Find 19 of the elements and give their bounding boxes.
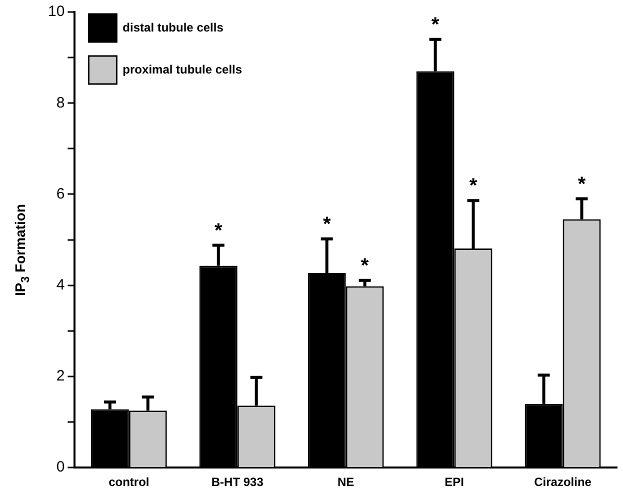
legend-label: proximal tubule cells (122, 62, 242, 76)
annotation: * (322, 213, 331, 236)
x-tick-label: control (108, 475, 150, 490)
y-tick-label: 6 (56, 185, 65, 202)
annotation: * (360, 254, 369, 277)
annotation: * (578, 173, 586, 196)
y-tick-label: 10 (48, 3, 65, 20)
y-tick-label: 8 (56, 94, 65, 112)
annotation: * (469, 175, 478, 198)
y-tick-label: 0 (56, 458, 65, 476)
x-tick-label: Cirazoline (534, 475, 592, 490)
annotation: * (214, 220, 222, 242)
x-tick-label: NE (338, 475, 354, 490)
legend-label: distal tubule cells (122, 20, 224, 34)
y-tick-label: 2 (56, 368, 65, 385)
y-tick-label: 4 (56, 276, 65, 294)
x-tick-label: EPI (444, 475, 464, 490)
x-tick-label: B-HT 933 (211, 475, 264, 490)
annotation: * (431, 14, 440, 36)
